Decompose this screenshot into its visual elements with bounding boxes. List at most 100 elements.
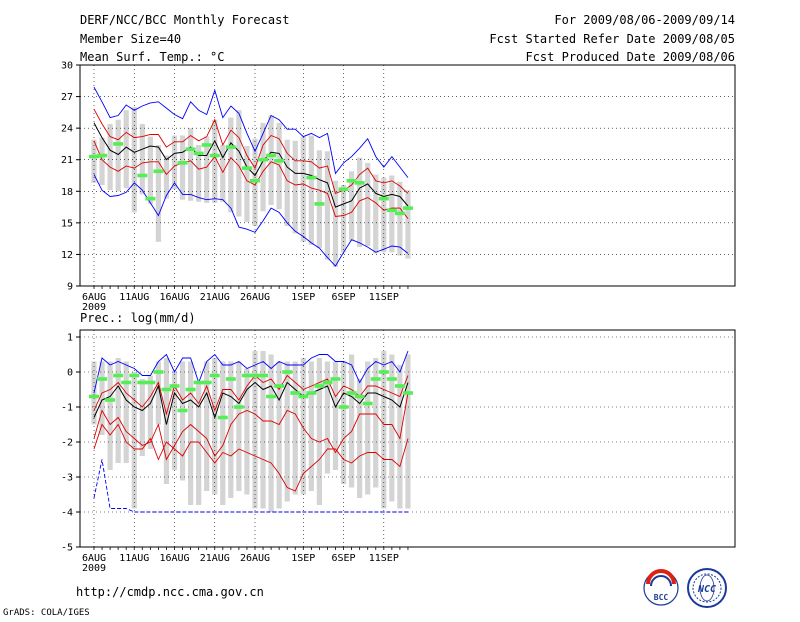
- y-tick-label: 1: [67, 333, 73, 344]
- range-bar: [147, 136, 153, 204]
- plot-frame: [79, 329, 736, 548]
- series-max: [93, 86, 409, 178]
- marker: [89, 394, 99, 399]
- marker: [193, 380, 204, 385]
- range-bar: [381, 177, 387, 253]
- range-bar: [373, 358, 379, 488]
- range-bar: [196, 144, 202, 202]
- marker: [402, 391, 413, 395]
- marker: [89, 154, 99, 159]
- range-bar: [332, 361, 339, 470]
- range-bar: [228, 117, 234, 213]
- range-bar: [284, 139, 290, 227]
- marker: [298, 394, 309, 399]
- range-bar: [123, 110, 129, 189]
- series-max: [93, 350, 409, 394]
- marker: [105, 398, 116, 402]
- marker: [209, 153, 220, 158]
- range-bar: [389, 354, 395, 502]
- marker: [338, 187, 349, 191]
- range-bar: [260, 351, 266, 509]
- range-bar: [308, 135, 314, 245]
- y-tick-label: 15: [61, 218, 73, 229]
- forecast-period: For 2009/08/06-2009/09/14: [554, 13, 735, 27]
- range-bar: [131, 372, 137, 509]
- range-bar: [188, 128, 194, 201]
- x-tick-label: 16AUG: [159, 292, 189, 303]
- ncc-logo-text: NCC: [697, 584, 716, 595]
- ncc-logo: NCC: [687, 568, 727, 608]
- marker: [145, 196, 156, 201]
- marker: [250, 373, 260, 378]
- y-tick-label: -4: [61, 508, 73, 519]
- marker: [137, 173, 148, 178]
- range-bar: [99, 361, 105, 435]
- x-tick-label: 6SEP: [332, 553, 356, 564]
- range-bar: [236, 110, 242, 217]
- marker: [97, 377, 108, 381]
- marker: [97, 153, 108, 158]
- range-bar: [316, 150, 322, 249]
- range-bar: [389, 175, 395, 253]
- y-tick-label: -2: [61, 438, 73, 449]
- marker: [314, 384, 325, 388]
- marker: [274, 384, 285, 388]
- marker: [153, 169, 164, 174]
- range-bar: [99, 137, 105, 185]
- figure-title: DERF/NCC/BCC Monthly Forecast: [80, 13, 290, 27]
- range-bar: [204, 136, 210, 203]
- range-bar: [236, 361, 242, 491]
- marker: [258, 373, 269, 378]
- range-bar: [405, 190, 411, 259]
- range-bar: [397, 181, 403, 256]
- marker: [258, 157, 269, 162]
- temperature-title: Mean Surf. Temp.: °C: [80, 50, 225, 64]
- y-tick-label: 24: [61, 124, 73, 135]
- marker: [217, 415, 228, 420]
- marker: [233, 405, 244, 409]
- x-tick-label: 1SEP: [291, 292, 315, 303]
- range-bar: [107, 123, 113, 191]
- marker: [386, 208, 397, 213]
- precipitation-title: Prec.: log(mm/d): [80, 311, 196, 325]
- range-bar: [228, 361, 234, 498]
- range-bar: [179, 361, 186, 481]
- x-tick-label: 6AUG: [82, 553, 106, 564]
- range-bar: [349, 171, 355, 241]
- marker: [330, 377, 341, 381]
- range-bar: [204, 361, 210, 491]
- x-tick-label: 6SEP: [332, 292, 356, 303]
- marker: [201, 380, 212, 385]
- x-tick-label: 21AUG: [200, 553, 230, 564]
- range-bar: [244, 146, 250, 222]
- range-bar: [188, 361, 194, 505]
- marker: [306, 175, 317, 180]
- range-bar: [340, 184, 347, 253]
- y-tick-label: -1: [61, 403, 73, 414]
- marker: [322, 380, 333, 385]
- range-bar: [365, 361, 371, 495]
- marker: [282, 370, 293, 374]
- y-tick-label: 0: [67, 368, 73, 379]
- marker: [137, 380, 148, 385]
- range-bar: [220, 144, 226, 202]
- x-tick-label: 26AUG: [240, 553, 270, 564]
- range-bar: [252, 351, 258, 509]
- member-size-label: Member Size=40: [80, 32, 181, 46]
- marker: [306, 391, 317, 395]
- x-tick-label: 6AUG: [82, 292, 106, 303]
- x-tick-label: 11SEP: [369, 553, 399, 564]
- range-bar: [244, 368, 250, 495]
- x-tick-year: 2009: [82, 563, 106, 574]
- marker: [145, 380, 156, 385]
- marker: [185, 387, 196, 392]
- marker: [386, 377, 397, 381]
- marker: [185, 147, 196, 151]
- x-tick-label: 21AUG: [200, 292, 230, 303]
- series-min: [93, 174, 409, 267]
- range-bar: [147, 375, 153, 449]
- range-bar: [131, 107, 137, 213]
